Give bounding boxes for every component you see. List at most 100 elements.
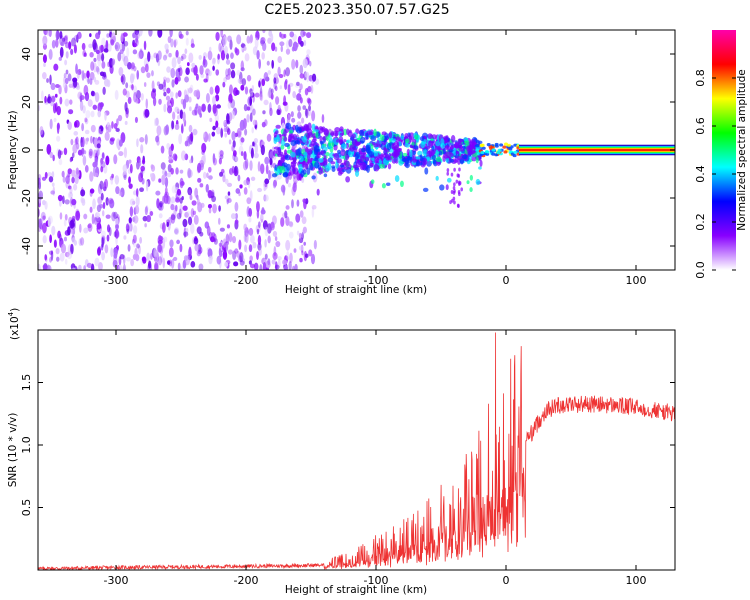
heatmap-cell xyxy=(246,197,252,205)
heatmap-cell xyxy=(125,90,130,98)
heatmap-cell xyxy=(415,139,419,143)
heatmap-cell xyxy=(234,166,237,174)
heatmap-cell xyxy=(280,45,283,53)
heatmap-cell xyxy=(180,150,187,161)
heatmap-cell xyxy=(240,137,245,143)
heatmap-cell xyxy=(168,247,174,258)
y-tick-label: 0.5 xyxy=(20,499,33,517)
heatmap-cell xyxy=(184,48,188,55)
heatmap-cell xyxy=(163,79,166,88)
heatmap-cell xyxy=(393,157,398,163)
heatmap-cell xyxy=(423,157,428,165)
heatmap-cell xyxy=(269,107,273,117)
heatmap-cell xyxy=(218,157,222,165)
heatmap-cell xyxy=(316,153,321,159)
heatmap-cell xyxy=(224,132,228,138)
heatmap-cell xyxy=(207,103,212,113)
heatmap-cell xyxy=(64,251,70,258)
heatmap-cell xyxy=(113,211,118,220)
heatmap-cell xyxy=(238,239,242,250)
heatmap-cell xyxy=(461,155,467,159)
heatmap-cell xyxy=(97,110,102,118)
heatmap-cell xyxy=(286,250,290,260)
heatmap-cell xyxy=(53,117,57,123)
heatmap-cell xyxy=(206,172,209,179)
heatmap-cell xyxy=(74,120,80,128)
heatmap-cell xyxy=(252,119,257,126)
heatmap-cell xyxy=(361,162,367,170)
heatmap-cell xyxy=(250,176,256,182)
heatmap-cell xyxy=(83,84,89,96)
heatmap-cell xyxy=(229,39,233,50)
heatmap-cell xyxy=(388,156,392,161)
heatmap-cell xyxy=(304,71,310,78)
colorbar-tick-label: 0.2 xyxy=(694,213,707,231)
heatmap-cell xyxy=(87,222,93,232)
heatmap-cell xyxy=(49,151,54,159)
heatmap-cell xyxy=(96,222,102,230)
heatmap-cell xyxy=(222,81,226,88)
heatmap-cell xyxy=(140,165,145,172)
heatmap-cell xyxy=(184,211,189,218)
heatmap-cell xyxy=(107,61,110,68)
heatmap-cell xyxy=(74,174,79,185)
heatmap-cell xyxy=(244,158,249,170)
heatmap-cell xyxy=(51,95,56,103)
heatmap-cell xyxy=(199,231,204,237)
heatmap-cell xyxy=(264,253,268,260)
heatmap-cell xyxy=(231,144,235,152)
heatmap-cell xyxy=(50,190,55,195)
heatmap-cell xyxy=(63,219,67,227)
y-tick-label: -40 xyxy=(20,237,33,255)
heatmap-cell xyxy=(122,164,128,173)
heatmap-cell xyxy=(158,213,163,219)
heatmap-cell xyxy=(52,154,55,162)
heatmap-cell xyxy=(218,42,222,52)
heatmap-cell xyxy=(170,67,176,79)
heatmap-cell xyxy=(121,53,126,62)
heatmap-cell xyxy=(428,140,435,144)
heatmap-cell xyxy=(78,238,83,247)
heatmap-cell xyxy=(190,43,195,48)
heatmap-cell xyxy=(207,133,211,142)
heatmap-cell xyxy=(270,93,274,100)
heatmap-cell xyxy=(80,142,85,148)
heatmap-cell xyxy=(58,56,62,61)
heatmap-cell xyxy=(41,176,47,181)
heatmap-cell xyxy=(195,103,199,109)
heatmap-cell xyxy=(90,61,95,71)
heatmap-cell xyxy=(56,256,60,262)
heatmap-cell xyxy=(208,70,212,77)
heatmap-cell xyxy=(140,66,146,74)
heatmap-cell xyxy=(508,147,513,151)
heatmap-cell xyxy=(170,196,176,204)
heatmap-cell xyxy=(234,47,238,54)
heatmap-cell xyxy=(271,259,276,265)
heatmap-cell xyxy=(150,55,154,60)
heatmap-cell xyxy=(167,36,172,44)
heatmap-cell xyxy=(81,123,85,132)
heatmap-cell xyxy=(241,78,247,86)
heatmap-cell xyxy=(343,139,347,143)
heatmap-cell xyxy=(256,201,260,213)
heatmap-cell xyxy=(424,167,429,175)
heatmap-cell xyxy=(246,35,251,44)
heatmap-cell xyxy=(55,38,59,48)
heatmap-cell xyxy=(155,190,161,196)
heatmap-cell xyxy=(61,170,65,178)
heatmap-cell xyxy=(264,194,269,202)
heatmap-cell xyxy=(88,43,93,49)
heatmap-cell xyxy=(160,145,165,154)
heatmap-cell xyxy=(254,92,260,98)
heatmap-cell xyxy=(262,262,267,270)
heatmap-cell xyxy=(478,166,482,170)
heatmap-cell xyxy=(302,226,308,234)
heatmap-cell xyxy=(479,159,483,167)
heatmap-cell xyxy=(203,153,206,162)
heatmap-cell xyxy=(256,49,260,60)
heatmap-cell xyxy=(157,30,163,38)
heatmap-cell xyxy=(442,147,447,155)
heatmap-cell xyxy=(475,156,479,164)
heatmap-cell xyxy=(139,137,145,143)
heatmap-cell xyxy=(169,91,174,98)
